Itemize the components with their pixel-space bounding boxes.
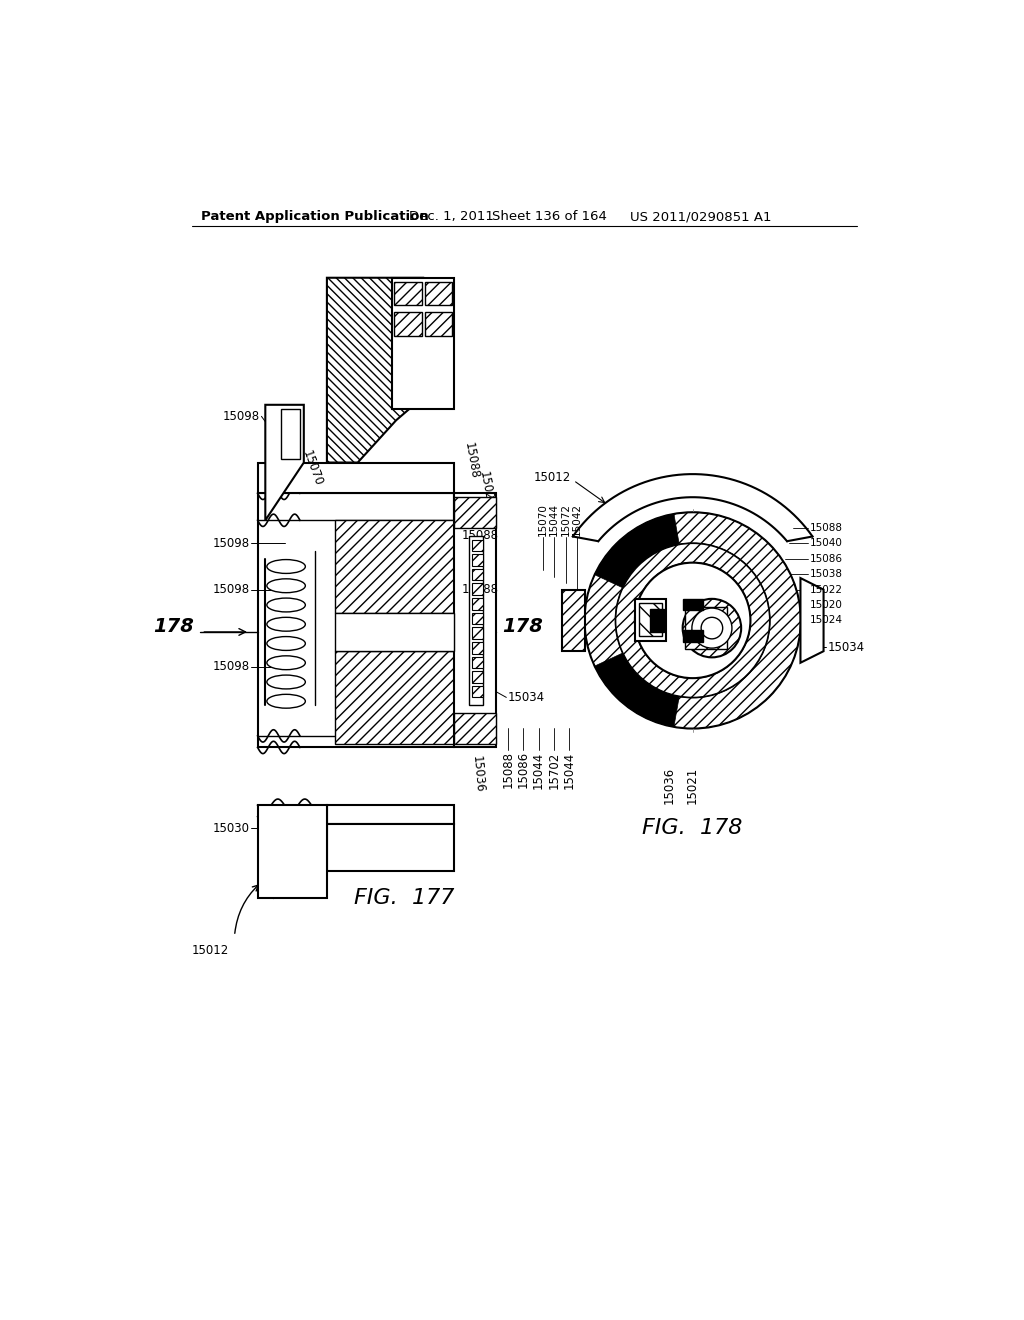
Bar xyxy=(327,825,454,871)
Ellipse shape xyxy=(267,656,305,669)
Wedge shape xyxy=(595,651,680,726)
Wedge shape xyxy=(615,544,770,697)
Text: 15098: 15098 xyxy=(223,409,260,422)
Bar xyxy=(327,805,454,825)
Bar xyxy=(258,805,327,898)
Bar xyxy=(650,609,665,632)
Polygon shape xyxy=(472,583,483,595)
Text: 15044: 15044 xyxy=(532,751,545,788)
Ellipse shape xyxy=(267,560,305,573)
Text: 15044: 15044 xyxy=(549,503,559,536)
Text: US 2011/0290851 A1: US 2011/0290851 A1 xyxy=(630,210,771,223)
Text: FIG.  177: FIG. 177 xyxy=(353,887,454,908)
Polygon shape xyxy=(472,598,483,610)
Bar xyxy=(394,281,422,305)
Bar xyxy=(454,498,497,528)
Ellipse shape xyxy=(267,578,305,593)
Circle shape xyxy=(692,609,732,648)
Text: 15070: 15070 xyxy=(300,449,325,488)
Bar xyxy=(394,313,422,335)
Polygon shape xyxy=(472,671,483,682)
Polygon shape xyxy=(801,578,823,663)
Bar xyxy=(454,713,497,743)
Text: 15036: 15036 xyxy=(664,767,676,804)
Text: 15088: 15088 xyxy=(502,751,514,788)
Text: 15022: 15022 xyxy=(810,585,843,594)
Ellipse shape xyxy=(267,675,305,689)
Text: Dec. 1, 2011: Dec. 1, 2011 xyxy=(410,210,495,223)
Polygon shape xyxy=(335,651,454,743)
Text: 15024: 15024 xyxy=(810,615,843,626)
Polygon shape xyxy=(335,520,454,612)
Ellipse shape xyxy=(267,694,305,708)
Text: 15098: 15098 xyxy=(213,660,250,673)
Text: 178: 178 xyxy=(502,616,543,636)
Text: 178: 178 xyxy=(153,616,194,636)
Text: 15012: 15012 xyxy=(534,471,571,484)
Text: 15038: 15038 xyxy=(810,569,843,579)
Bar xyxy=(639,603,662,636)
Text: 15088: 15088 xyxy=(810,523,843,533)
Bar xyxy=(258,494,454,747)
Text: FIG.  178: FIG. 178 xyxy=(642,818,742,838)
Polygon shape xyxy=(472,540,483,552)
Wedge shape xyxy=(595,515,680,590)
Text: 15088: 15088 xyxy=(462,529,499,543)
Bar xyxy=(469,536,483,705)
Polygon shape xyxy=(258,462,454,494)
Bar xyxy=(454,494,497,747)
Ellipse shape xyxy=(267,636,305,651)
Circle shape xyxy=(683,599,741,657)
Text: 15072: 15072 xyxy=(560,503,570,536)
Polygon shape xyxy=(281,409,300,459)
Bar xyxy=(562,590,585,651)
Text: 15098: 15098 xyxy=(213,537,250,550)
Wedge shape xyxy=(585,512,801,729)
Text: 15022: 15022 xyxy=(477,470,497,510)
Text: 15042: 15042 xyxy=(572,503,583,536)
Polygon shape xyxy=(472,656,483,668)
Text: 15034: 15034 xyxy=(508,690,545,704)
Text: 15702: 15702 xyxy=(548,751,560,788)
Text: 15088: 15088 xyxy=(462,442,481,480)
Polygon shape xyxy=(472,686,483,697)
Bar xyxy=(425,313,453,335)
Circle shape xyxy=(701,618,723,639)
Text: 15021: 15021 xyxy=(686,767,699,804)
Circle shape xyxy=(585,512,801,729)
Bar xyxy=(392,277,454,409)
Polygon shape xyxy=(472,554,483,566)
Text: Patent Application Publication: Patent Application Publication xyxy=(202,210,429,223)
Text: 15044: 15044 xyxy=(563,751,575,788)
Text: 15070: 15070 xyxy=(538,503,548,536)
Bar xyxy=(683,599,702,610)
Text: 15086: 15086 xyxy=(517,751,529,788)
Circle shape xyxy=(615,544,770,697)
Text: Sheet 136 of 164: Sheet 136 of 164 xyxy=(493,210,607,223)
Text: 15098: 15098 xyxy=(213,583,250,597)
Ellipse shape xyxy=(267,618,305,631)
Polygon shape xyxy=(472,627,483,639)
Circle shape xyxy=(635,562,751,678)
Bar xyxy=(683,631,702,642)
Text: 15086: 15086 xyxy=(810,554,843,564)
Text: 15036: 15036 xyxy=(469,755,485,793)
Bar xyxy=(685,607,727,649)
Polygon shape xyxy=(265,405,304,520)
Text: 15040: 15040 xyxy=(810,539,843,548)
Text: 15034: 15034 xyxy=(827,640,864,653)
Polygon shape xyxy=(472,569,483,581)
Text: 15088: 15088 xyxy=(462,583,499,597)
Text: 15012: 15012 xyxy=(191,944,229,957)
Bar xyxy=(335,612,454,651)
Polygon shape xyxy=(472,642,483,653)
Bar xyxy=(635,599,666,642)
Ellipse shape xyxy=(267,598,305,612)
Bar xyxy=(425,281,453,305)
Polygon shape xyxy=(472,612,483,624)
Polygon shape xyxy=(327,277,423,462)
Text: 15020: 15020 xyxy=(810,601,843,610)
Text: 15030: 15030 xyxy=(213,822,250,834)
